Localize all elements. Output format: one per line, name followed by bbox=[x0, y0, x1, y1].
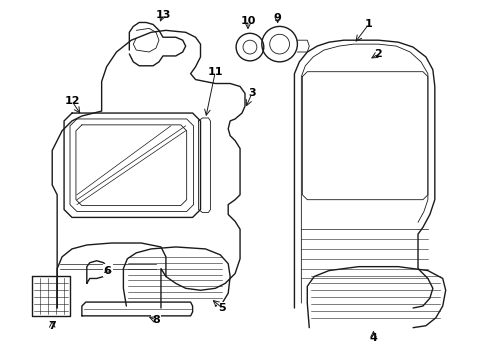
Text: 3: 3 bbox=[248, 88, 256, 98]
Text: 10: 10 bbox=[240, 15, 256, 26]
Text: 5: 5 bbox=[219, 303, 226, 313]
Text: 11: 11 bbox=[208, 67, 223, 77]
Text: 13: 13 bbox=[155, 10, 171, 19]
Text: 9: 9 bbox=[274, 13, 282, 23]
Text: 12: 12 bbox=[64, 96, 80, 106]
Text: 1: 1 bbox=[365, 19, 372, 30]
Text: 7: 7 bbox=[49, 321, 56, 331]
Text: 2: 2 bbox=[374, 49, 382, 59]
Text: 8: 8 bbox=[152, 315, 160, 325]
Text: 4: 4 bbox=[369, 333, 377, 342]
Text: 6: 6 bbox=[104, 266, 112, 276]
